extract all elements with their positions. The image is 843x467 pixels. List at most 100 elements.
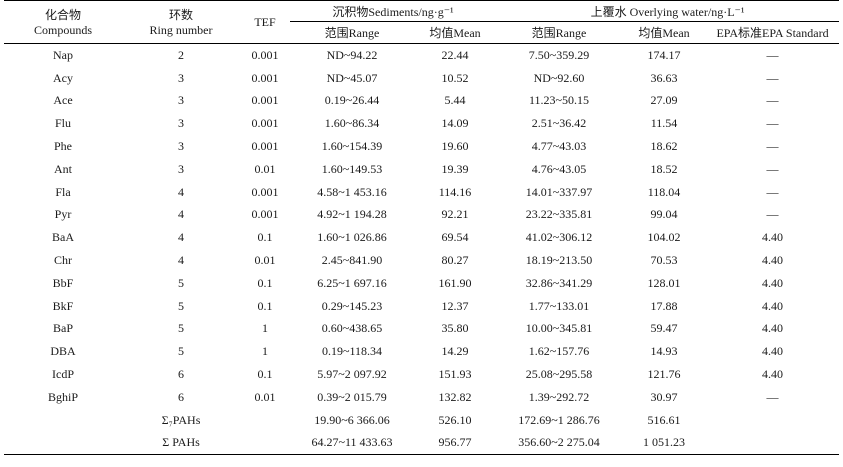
cell-tef: 0.001 [251, 139, 279, 154]
table-row: Acy 3 0.001 ND~45.07 10.52 ND~92.60 36.63 — [4, 67, 839, 90]
cell-sed-range: 2.45~841.90 [321, 253, 383, 268]
cell-sed-mean: 19.60 [441, 139, 469, 154]
cell-ring: 5 [178, 275, 184, 290]
header-ring-en: Ring number [149, 23, 213, 37]
cell-ow-mean: 59.47 [650, 321, 678, 336]
cell-tef: 1 [262, 344, 268, 359]
cell-compound: Acy [53, 70, 73, 85]
cell-ring: 5 [178, 298, 184, 313]
cell-compound: BghiP [47, 389, 78, 404]
cell-sed-mean: 69.54 [441, 230, 469, 245]
empty-cell [240, 431, 290, 456]
total-label: Σ PAHs [122, 431, 240, 456]
empty-cell [4, 409, 122, 432]
header-sediments: 沉积物Sediments/ng·g⁻¹ [290, 0, 497, 22]
cell-compound: Flu [54, 116, 71, 131]
cell-epa: 4.40 [762, 367, 784, 382]
cell-ow-mean: 174.17 [647, 47, 681, 62]
cell-compound: DBA [50, 344, 76, 359]
cell-sed-range: 1.60~154.39 [321, 139, 383, 154]
cell-sed-range: 0.29~145.23 [321, 298, 383, 313]
cell-ring: 6 [178, 389, 184, 404]
cell-ring: 4 [178, 253, 184, 268]
header-compounds-en: Compounds [33, 23, 92, 37]
cell-tef: 0.001 [251, 47, 279, 62]
cell-tef: 0.001 [251, 116, 279, 131]
cell-ow-mean: 11.54 [650, 116, 678, 131]
cell-epa: — [766, 70, 779, 85]
cell-ow-mean: 118.04 [647, 184, 681, 199]
cell-ow-mean: 27.09 [650, 93, 678, 108]
header-tef: TEF [240, 0, 290, 44]
cell-tef: 0.1 [257, 230, 273, 245]
table-row: BaA 4 0.1 1.60~1 026.86 69.54 41.02~306.12 104… [4, 226, 839, 249]
cell-sed-mean: 151.93 [438, 367, 472, 382]
cell-epa: — [766, 161, 779, 176]
cell-epa: 4.40 [762, 253, 784, 268]
total-ow-mean: 516.61 [647, 412, 681, 427]
table-body: Nap 2 0.001 ND~94.22 22.44 7.50~359.29 174.17 —… [4, 44, 840, 456]
cell-ow-range: 1.62~157.76 [528, 344, 590, 359]
cell-ow-range: 4.76~43.05 [531, 161, 587, 176]
total-sed-mean: 526.10 [438, 412, 472, 427]
cell-ow-mean: 99.04 [650, 207, 678, 222]
empty-cell [706, 409, 839, 432]
cell-compound: Ant [54, 161, 72, 176]
header-ow-mean: 均值Mean [622, 21, 707, 44]
cell-sed-range: 0.19~118.34 [321, 344, 383, 359]
cell-tef: 0.01 [254, 253, 276, 268]
cell-ow-mean: 18.62 [650, 139, 678, 154]
cell-ow-range: 18.19~213.50 [525, 253, 593, 268]
total-row: Σ₇PAHs 19.90~6 366.06 526.10 172.69~1 286.7… [4, 409, 839, 432]
cell-epa: — [766, 389, 779, 404]
cell-ow-mean: 104.02 [647, 230, 681, 245]
cell-compound: Ace [53, 93, 73, 108]
cell-compound: BaP [52, 321, 73, 336]
cell-ow-mean: 70.53 [650, 253, 678, 268]
table-row: DBA 5 1 0.19~118.34 14.29 1.62~157.76 14.93 4.4… [4, 340, 839, 363]
cell-sed-range: 5.97~2 097.92 [317, 367, 387, 382]
cell-ow-mean: 17.88 [650, 298, 678, 313]
header-ring-cn: 环数 [168, 8, 193, 22]
cell-compound: IcdP [52, 367, 74, 382]
empty-cell [4, 431, 122, 456]
cell-epa: — [766, 139, 779, 154]
cell-ow-range: 41.02~306.12 [525, 230, 593, 245]
cell-ring: 3 [178, 93, 184, 108]
cell-sed-range: 4.92~1 194.28 [317, 207, 387, 222]
cell-compound: Chr [54, 253, 72, 268]
cell-sed-mean: 12.37 [441, 298, 469, 313]
header-compounds-cn: 化合物 [44, 8, 81, 22]
header-overlying-water: 上覆水 Overlying water/ng·L⁻¹ [496, 0, 840, 22]
cell-ow-range: 10.00~345.81 [525, 321, 593, 336]
cell-epa: — [766, 207, 779, 222]
empty-cell [240, 409, 290, 432]
total-ow-range: 356.60~2 275.04 [496, 431, 623, 456]
total-ow-range: 172.69~1 286.76 [518, 412, 600, 427]
cell-ow-mean: 121.76 [647, 367, 681, 382]
cell-sed-mean: 161.90 [438, 275, 472, 290]
cell-tef: 0.01 [254, 389, 276, 404]
cell-tef: 0.1 [257, 275, 273, 290]
cell-sed-range: 6.25~1 697.16 [317, 275, 387, 290]
cell-ow-range: 11.23~50.15 [528, 93, 590, 108]
cell-sed-mean: 114.16 [438, 184, 472, 199]
cell-sed-range: 0.60~438.65 [321, 321, 383, 336]
cell-sed-mean: 14.09 [441, 116, 469, 131]
cell-sed-mean: 22.44 [441, 47, 469, 62]
cell-ow-range: 14.01~337.97 [525, 184, 593, 199]
cell-ow-range: 4.77~43.03 [531, 139, 587, 154]
cell-ow-mean: 18.52 [650, 161, 678, 176]
table-row: Ant 3 0.01 1.60~149.53 19.39 4.76~43.05 18.52 — [4, 158, 839, 181]
cell-ow-mean: 14.93 [650, 344, 678, 359]
cell-ow-range: 2.51~36.42 [531, 116, 587, 131]
cell-ring: 4 [178, 207, 184, 222]
cell-sed-mean: 35.80 [441, 321, 469, 336]
total-sed-range: 64.27~11 433.63 [290, 431, 414, 456]
cell-ring: 2 [178, 47, 184, 62]
header-ow-range: 范围Range [496, 21, 623, 44]
cell-ring: 4 [178, 184, 184, 199]
header-sed-mean: 均值Mean [414, 21, 497, 44]
empty-cell [706, 431, 840, 456]
